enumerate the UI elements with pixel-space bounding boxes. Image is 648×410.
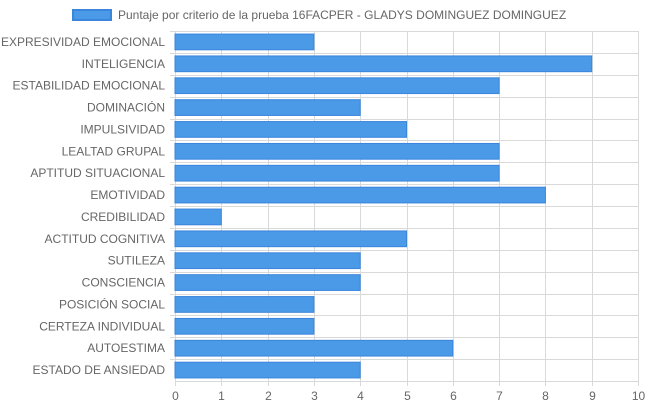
legend-label: Puntaje por criterio de la prueba 16FACP… — [118, 8, 567, 22]
bar — [174, 121, 407, 138]
x-tick-label: 5 — [404, 389, 411, 403]
bar — [174, 142, 500, 160]
category-label: SUTILEZA — [108, 254, 165, 268]
x-tick-label: 4 — [357, 389, 364, 403]
x-tick-label: 3 — [311, 389, 318, 403]
x-tick-label: 6 — [450, 389, 457, 403]
x-tick-label: 10 — [632, 389, 646, 403]
bar — [174, 274, 361, 291]
bar — [174, 296, 315, 313]
x-tick-label: 9 — [589, 389, 596, 403]
bar — [174, 164, 500, 182]
category-label: APTITUD SITUACIONAL — [30, 166, 165, 180]
category-label: CREDIBILIDAD — [81, 210, 165, 224]
x-tick-label: 1 — [218, 389, 225, 403]
chart-legend[interactable]: Puntaje por criterio de la prueba 16FACP… — [72, 7, 566, 23]
category-label: EXPRESIVIDAD EMOCIONAL — [1, 35, 165, 49]
category-label: ESTADO DE ANSIEDAD — [33, 363, 166, 377]
bar — [174, 339, 454, 357]
category-label: INTELIGENCIA — [82, 57, 165, 71]
legend-swatch — [72, 9, 112, 21]
category-label: CONSCIENCIA — [82, 276, 165, 290]
category-label: ACTITUD COGNITIVA — [45, 232, 165, 246]
bar — [174, 208, 222, 226]
bar — [174, 361, 361, 379]
bar — [174, 252, 361, 270]
bar — [174, 77, 500, 95]
category-label: LEALTAD GRUPAL — [62, 144, 166, 158]
bar — [174, 33, 315, 51]
category-label: EMOTIVIDAD — [90, 188, 165, 202]
x-tick-label: 7 — [496, 389, 503, 403]
x-tick-label: 0 — [172, 389, 179, 403]
category-label: AUTOESTIMA — [87, 341, 165, 355]
category-label: CERTEZA INDIVIDUAL — [39, 319, 165, 333]
bar — [174, 317, 315, 335]
x-tick-label: 2 — [265, 389, 272, 403]
category-label: DOMINACIÓN — [87, 100, 165, 115]
category-label: IMPULSIVIDAD — [80, 122, 165, 136]
category-label: ESTABILIDAD EMOCIONAL — [13, 79, 166, 93]
bar — [174, 99, 361, 116]
bar — [174, 230, 407, 248]
bar — [174, 55, 593, 73]
x-tick-label: 8 — [542, 389, 549, 403]
category-label: POSICIÓN SOCIAL — [59, 296, 165, 311]
bar — [174, 186, 546, 204]
